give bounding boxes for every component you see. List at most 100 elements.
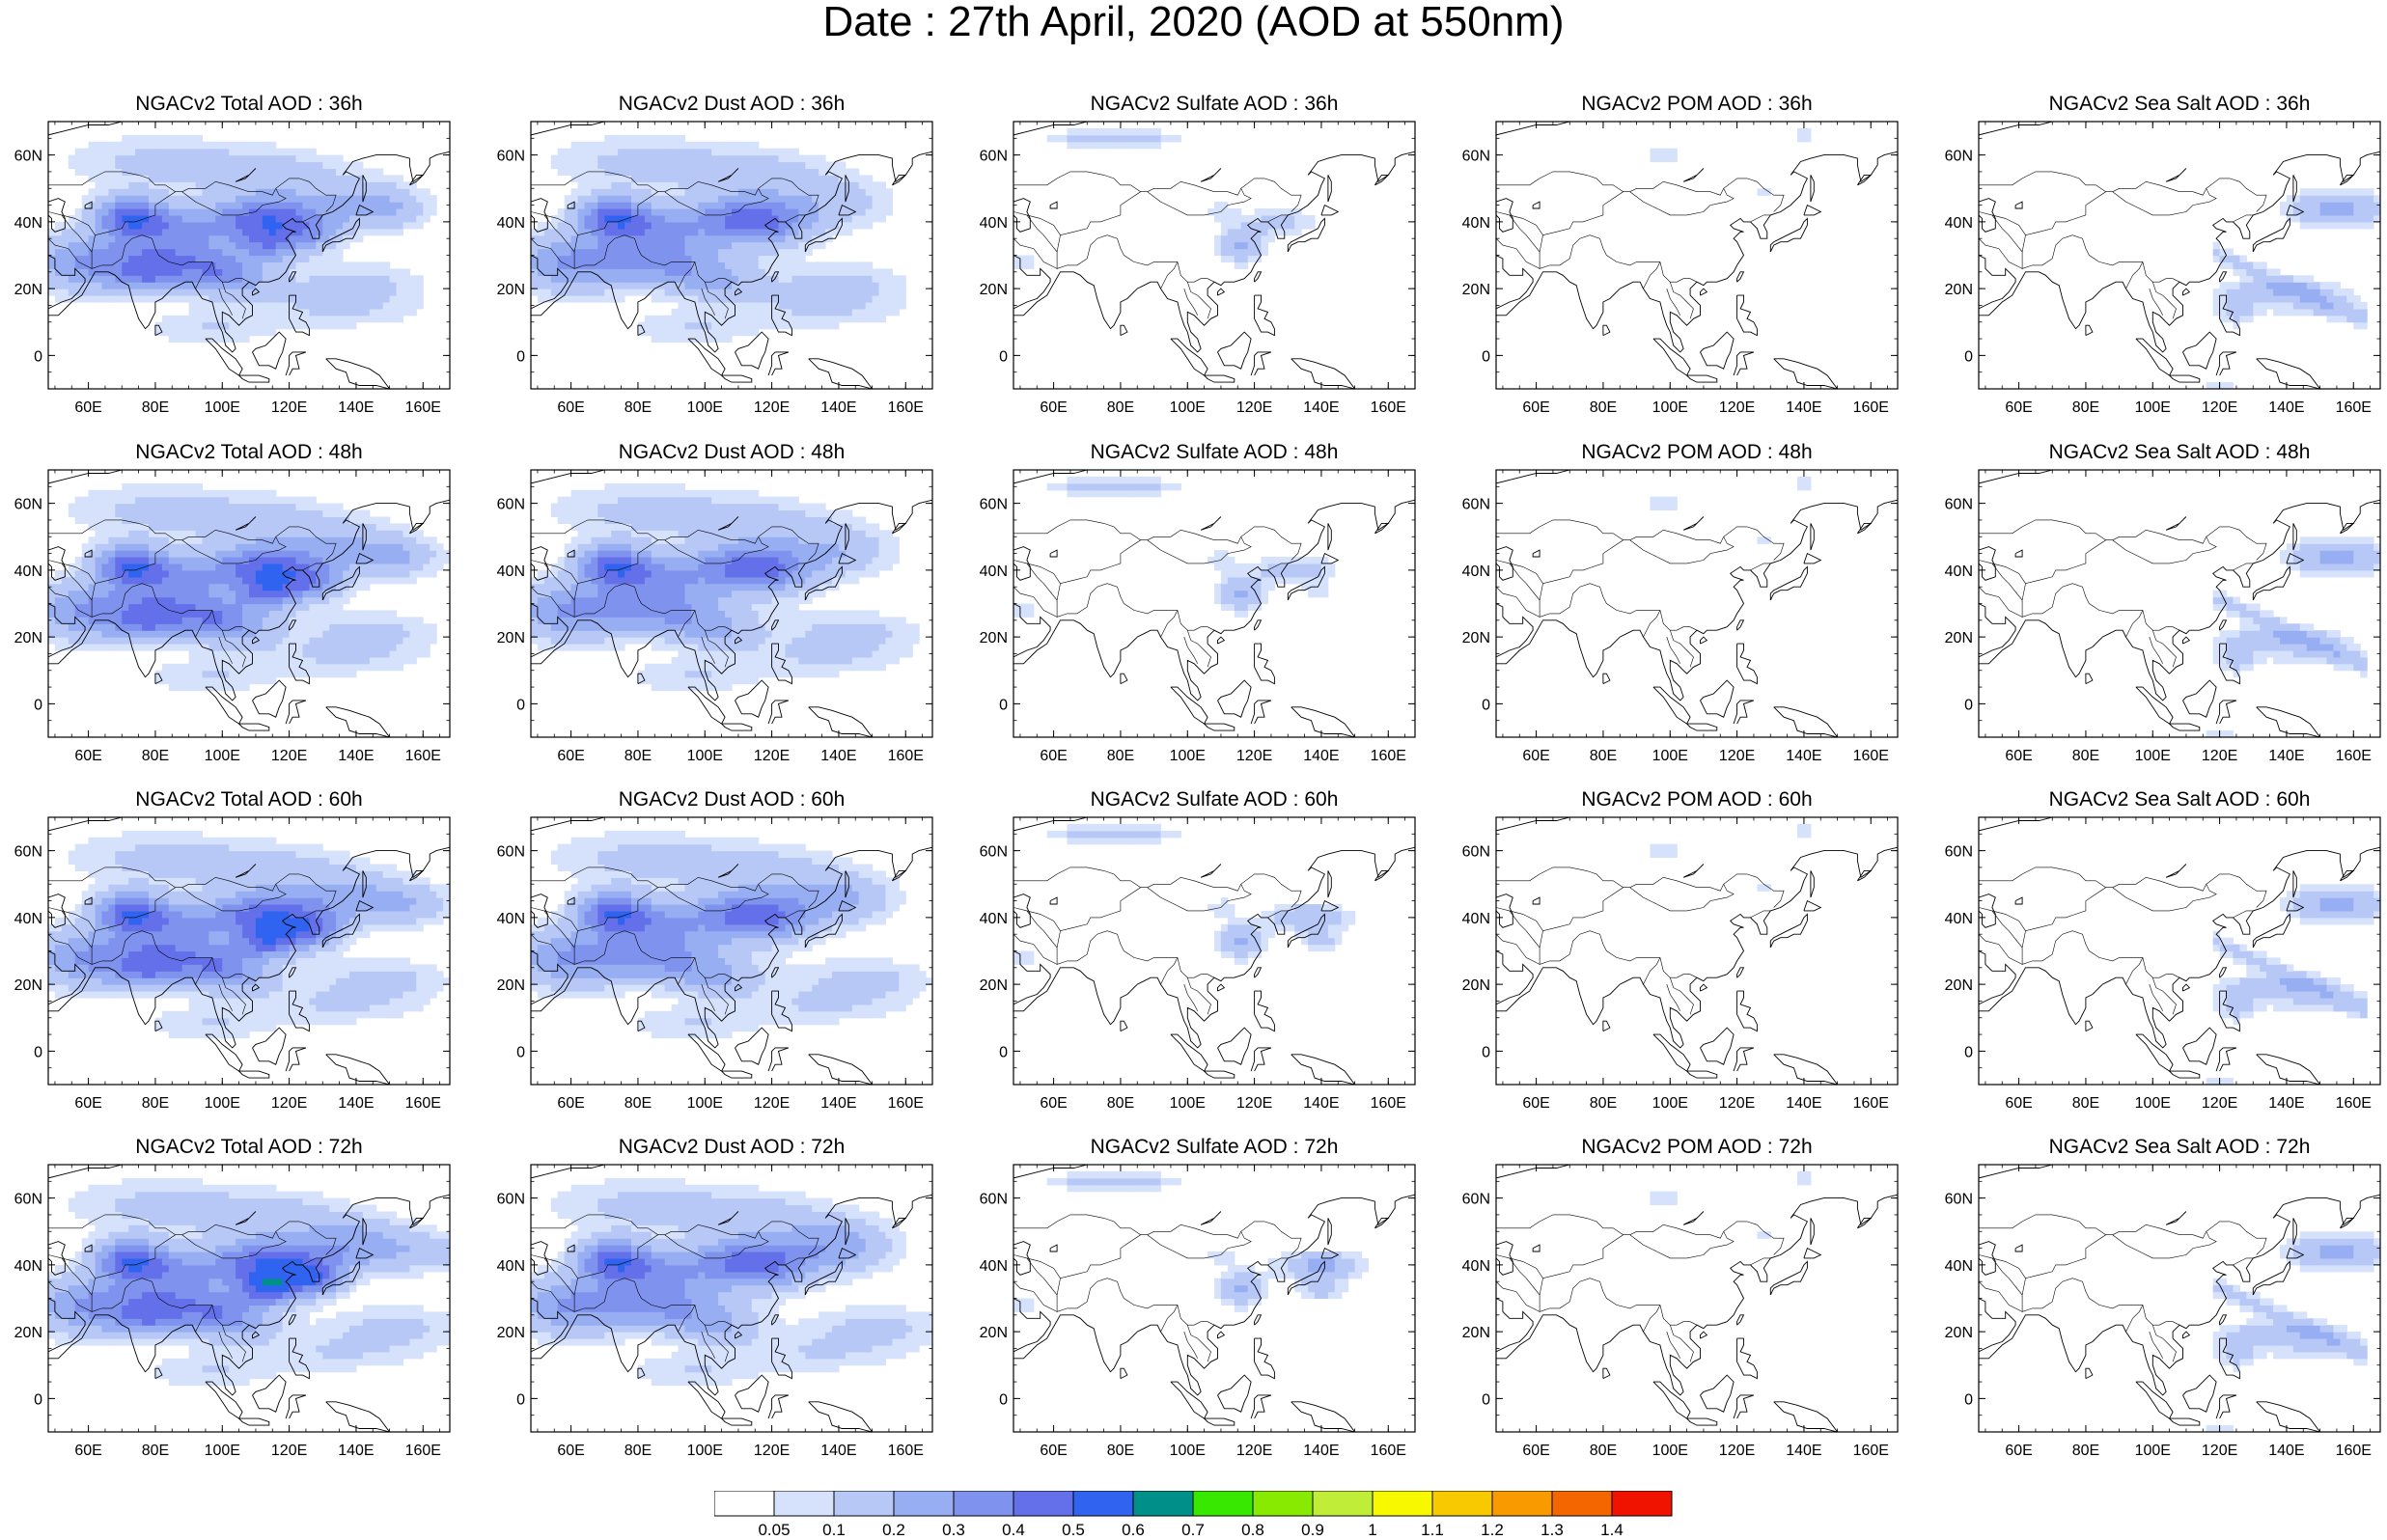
country-border (1496, 866, 1624, 888)
y-tick-label: 0 (999, 348, 1008, 365)
coastline (1652, 1033, 1691, 1072)
country-border (573, 1278, 733, 1326)
coastline (1857, 522, 1873, 535)
coastline (892, 522, 907, 535)
coastline (2256, 706, 2321, 737)
x-tick-label: 60E (1522, 748, 1549, 764)
coastline (355, 1247, 375, 1259)
country-border (48, 526, 337, 585)
aod-field (1979, 122, 2380, 389)
y-tick-label: 40N (980, 1258, 1008, 1275)
colorbar-swatch (1132, 1491, 1194, 1517)
coastline (238, 374, 270, 383)
coastline (321, 565, 360, 601)
colorbar-swatch (1491, 1491, 1553, 1517)
country-border (1026, 563, 1058, 601)
colorbar-label: 0.6 (1122, 1521, 1145, 1537)
y-tick-label: 20N (497, 282, 525, 298)
country-border (664, 1231, 769, 1259)
coastline (1049, 201, 1058, 209)
x-tick-label: 60E (2005, 1095, 2032, 1112)
country-border (1056, 583, 1215, 631)
coastline (154, 1367, 163, 1380)
coastline (1170, 1033, 1208, 1072)
country-border (1267, 910, 1289, 919)
coastline (285, 1394, 307, 1419)
colorbar-swatch (773, 1491, 835, 1517)
coastline (804, 913, 843, 949)
colorbar-label: 0.9 (1301, 1521, 1324, 1537)
country-border (1666, 637, 1680, 664)
country-border (195, 610, 213, 638)
coastline (1700, 288, 1708, 296)
x-tick-label: 160E (1371, 1095, 1406, 1112)
coastline (325, 706, 391, 737)
country-border (1629, 884, 1735, 912)
coastline (1291, 1054, 1356, 1085)
coastline (1496, 1241, 1513, 1276)
coastline (235, 864, 257, 878)
y-tick-label: 40N (497, 564, 525, 580)
coastline (1736, 967, 1745, 978)
country-border (1013, 519, 1141, 540)
country-border (1496, 1214, 1624, 1235)
country-border (1750, 1257, 1771, 1266)
country-border (1509, 214, 1540, 253)
map-panel-total-1: NGACv2 Total AOD : 36h 60E 80E 100E 120E 140E… (14, 93, 451, 416)
panel-title: NGACv2 POM AOD : 72h (1581, 1136, 1812, 1158)
plot-frame (1978, 121, 2381, 390)
coastline (2286, 899, 2305, 912)
colorbar-swatch (953, 1491, 1014, 1517)
coastline (735, 1027, 769, 1065)
coastline (1803, 552, 1822, 564)
coastline (1013, 122, 1088, 136)
x-tick-label: 80E (625, 399, 652, 416)
x-tick-label: 80E (2072, 748, 2099, 764)
y-tick-label: 60N (497, 497, 525, 513)
coastline (771, 294, 792, 337)
coastline (1013, 1165, 1088, 1179)
coastline (252, 1027, 287, 1065)
country-border (91, 930, 250, 978)
colorbar-swatch (1013, 1491, 1074, 1517)
colorbar: 0.05 0.1 0.2 0.3 0.4 0.5 0.6 0.7 0.8 0.9 1 1.1 1.2 1.… (714, 1491, 1673, 1537)
country-border (543, 1257, 575, 1296)
coastline (1857, 174, 1873, 186)
country-border (785, 1257, 806, 1266)
x-tick-label: 80E (1590, 1443, 1617, 1459)
country-border (61, 910, 93, 949)
plot-frame (1978, 1164, 2381, 1433)
country-border (1979, 526, 2267, 585)
country-border (222, 1325, 246, 1362)
y-tick-label: 60N (1462, 497, 1490, 513)
coastline (531, 151, 932, 353)
country-border (2233, 910, 2254, 919)
x-tick-label: 120E (1236, 748, 1272, 764)
coastline (1686, 1070, 1718, 1079)
coastline (2014, 896, 2023, 905)
coastline (531, 198, 548, 233)
coastline (1652, 1381, 1691, 1419)
y-tick-label: 20N (1945, 282, 1973, 298)
coastline (1374, 522, 1390, 535)
x-tick-label: 80E (142, 399, 169, 416)
coastline (1979, 1241, 1996, 1276)
coastline (1200, 864, 1222, 878)
plot-frame (1978, 469, 2381, 738)
coastline (1327, 1218, 1332, 1246)
country-border (1160, 1305, 1179, 1333)
y-tick-label: 40N (1462, 911, 1490, 927)
coastline (238, 723, 270, 731)
map-panel-sulfate-3: NGACv2 Sulfate AOD : 60h 60E 80E 100E 120E 14… (980, 788, 1416, 1112)
aod-field (1013, 122, 1415, 389)
coastline (637, 1367, 646, 1380)
colorbar-swatch (833, 1491, 895, 1517)
coastline (48, 546, 66, 581)
y-tick-label: 60N (14, 1192, 42, 1208)
coastline (735, 288, 743, 296)
coastline (1287, 1260, 1325, 1296)
coastline (845, 870, 849, 898)
x-tick-label: 100E (1652, 1095, 1688, 1112)
aod-field (531, 122, 932, 389)
x-tick-label: 140E (338, 1095, 374, 1112)
